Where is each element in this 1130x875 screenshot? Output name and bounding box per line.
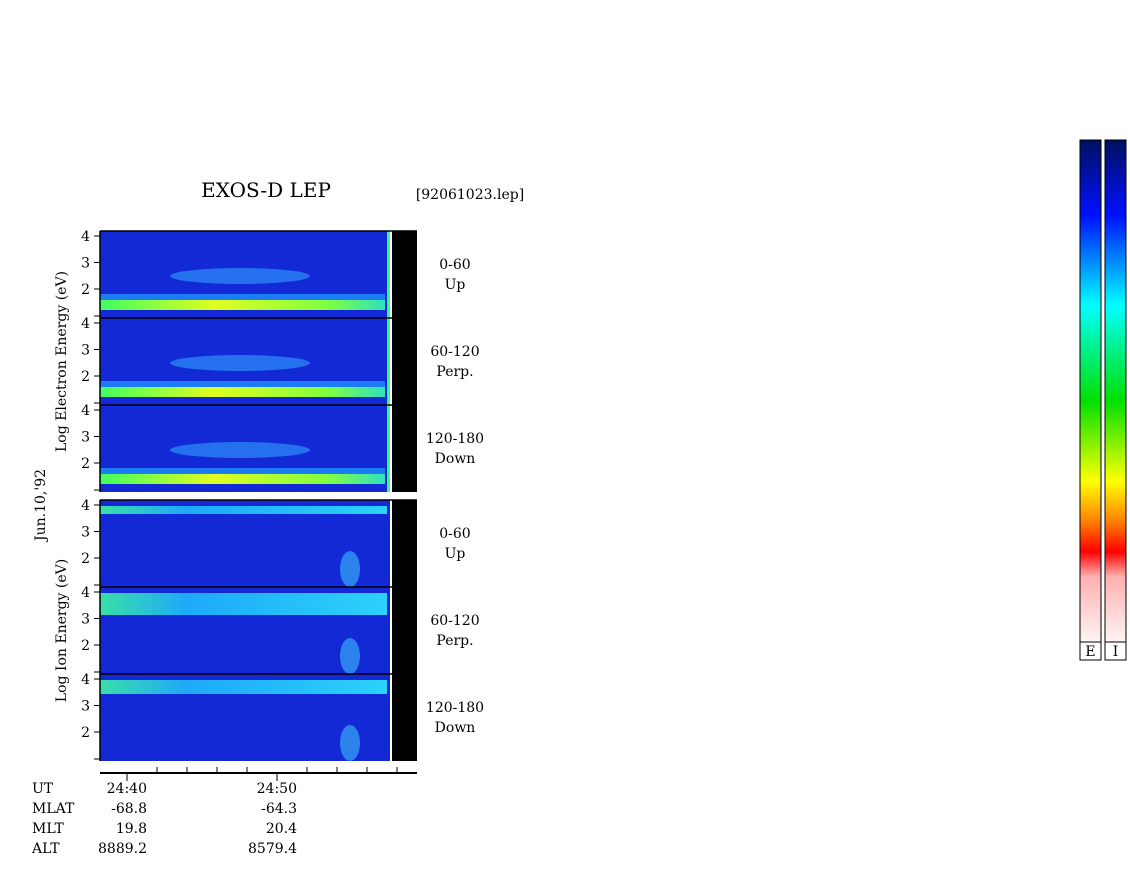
spectrogram-edge — [387, 318, 390, 405]
y-tick-label: 4 — [81, 316, 90, 332]
row-value: 8889.2 — [98, 841, 147, 857]
row-label: ALT — [31, 841, 60, 857]
colorbar — [1079, 139, 1102, 643]
spectrogram-feature — [340, 638, 360, 674]
spectrogram-feature — [340, 725, 360, 761]
colorbar-label-box — [1079, 641, 1102, 661]
row-value: 24:50 — [257, 781, 297, 797]
title: EXOS-D LEP — [201, 178, 331, 202]
y-tick-label: 3 — [81, 256, 90, 272]
spectrogram-edge — [387, 231, 390, 318]
colorbar-label: E — [1085, 644, 1095, 660]
pitch-angle: 120-180 — [426, 431, 484, 447]
row-value: 19.8 — [116, 821, 147, 837]
axis-label: Log Ion Energy (eV) — [54, 559, 70, 702]
direction: Down — [435, 720, 476, 736]
colorbar-label-box — [1104, 641, 1127, 661]
colorbar-label: I — [1113, 644, 1119, 660]
spectrogram-band — [100, 300, 385, 310]
data-gap — [392, 500, 417, 587]
y-tick-label: 2 — [81, 551, 90, 567]
y-tick-label: 3 — [81, 430, 90, 446]
y-tick-label: 2 — [81, 369, 90, 385]
spectrogram-feature — [170, 442, 310, 458]
direction: Up — [445, 277, 466, 293]
colorbar — [1104, 139, 1127, 643]
spectrogram-band — [100, 387, 385, 397]
direction: Perp. — [436, 633, 473, 649]
y-tick-label: 2 — [81, 638, 90, 654]
y-tick-label: 4 — [81, 585, 90, 601]
y-tick-label: 3 — [81, 699, 90, 715]
data-gap — [392, 405, 417, 492]
spectrogram-band — [100, 593, 387, 615]
y-tick-label: 3 — [81, 612, 90, 628]
row-label: MLAT — [32, 801, 75, 817]
spectrogram-glow — [100, 294, 385, 300]
pitch-angle: 120-180 — [426, 700, 484, 716]
y-tick-label: 2 — [81, 725, 90, 741]
y-tick-label: 4 — [81, 672, 90, 688]
data-gap — [392, 231, 417, 318]
spectrogram-band — [100, 474, 385, 484]
data-gap — [392, 674, 417, 761]
axis-label: Log Electron Energy (eV) — [54, 271, 70, 452]
date: Jun.10,'92 — [33, 469, 49, 543]
y-tick-label: 3 — [81, 525, 90, 541]
row-value: -68.8 — [111, 801, 147, 817]
y-tick-label: 2 — [81, 456, 90, 472]
pitch-angle: 60-120 — [430, 613, 479, 629]
direction: Perp. — [436, 364, 473, 380]
row-value: 8579.4 — [248, 841, 297, 857]
file-name: [92061023.lep] — [416, 187, 524, 203]
spectrogram-glow — [100, 468, 385, 474]
pitch-angle: 0-60 — [439, 257, 470, 273]
spectrogram-band — [100, 506, 387, 514]
data-gap — [392, 318, 417, 405]
y-tick-label: 4 — [81, 229, 90, 245]
spectrogram-feature — [340, 551, 360, 587]
y-tick-label: 2 — [81, 282, 90, 298]
row-value: -64.3 — [261, 801, 297, 817]
pitch-angle: 60-120 — [430, 344, 479, 360]
data-gap — [392, 587, 417, 674]
row-label: UT — [32, 781, 54, 797]
row-value: 20.4 — [266, 821, 297, 837]
row-label: MLT — [32, 821, 64, 837]
y-tick-label: 4 — [81, 498, 90, 514]
spectrogram-feature — [170, 355, 310, 371]
spectrogram-band — [100, 680, 387, 694]
spectrogram-glow — [100, 381, 385, 387]
direction: Up — [445, 546, 466, 562]
y-tick-label: 4 — [81, 403, 90, 419]
direction: Down — [435, 451, 476, 467]
pitch-angle: 0-60 — [439, 526, 470, 542]
y-tick-label: 3 — [81, 343, 90, 359]
row-value: 24:40 — [107, 781, 147, 797]
spectrogram-feature — [170, 268, 310, 284]
spectrogram-edge — [387, 405, 390, 492]
